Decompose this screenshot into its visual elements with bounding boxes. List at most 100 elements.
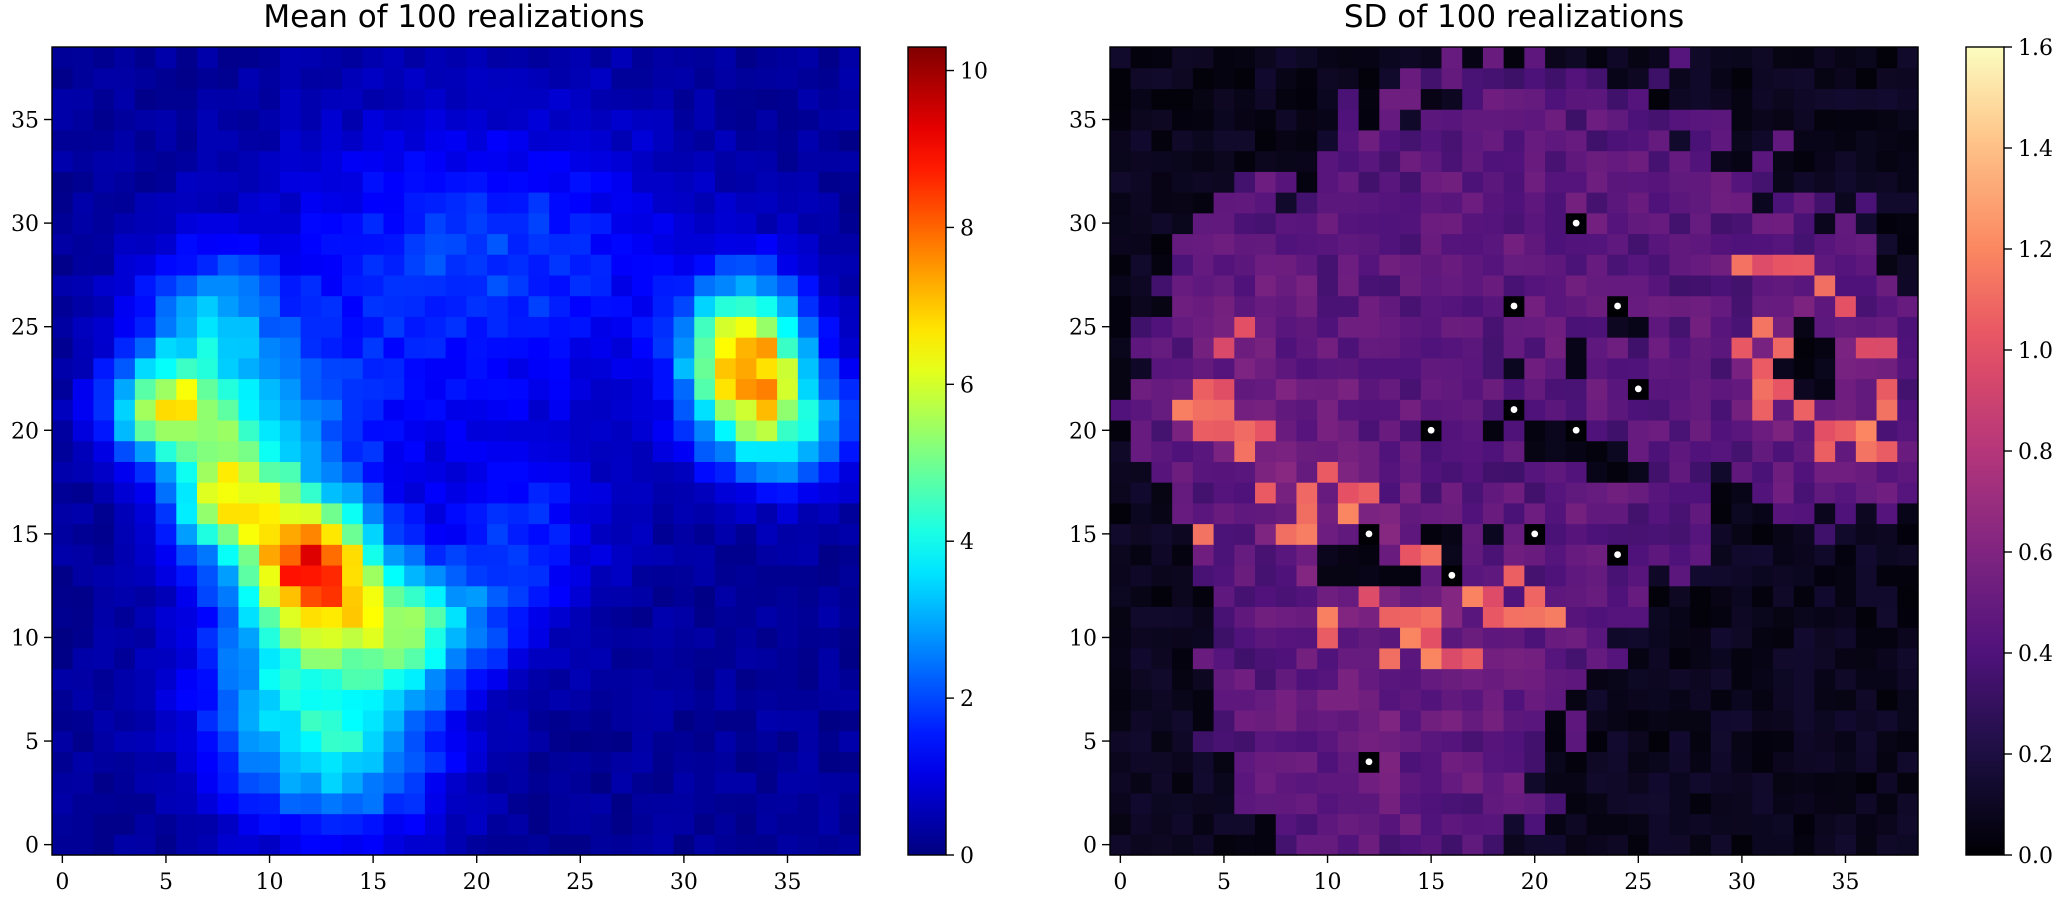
heatmap-cell bbox=[797, 295, 820, 317]
heatmap-cell bbox=[1337, 751, 1360, 773]
heatmap-cell bbox=[1213, 233, 1235, 255]
heatmap-cell bbox=[1690, 419, 1712, 442]
heatmap-cell bbox=[1627, 544, 1650, 566]
heatmap-cell bbox=[1317, 585, 1339, 607]
heatmap-cell bbox=[1772, 399, 1795, 421]
heatmap-cell bbox=[52, 192, 74, 214]
heatmap-cell bbox=[1172, 585, 1194, 607]
heatmap-cell bbox=[1876, 523, 1898, 545]
heatmap-cell bbox=[549, 502, 571, 525]
heatmap-cell bbox=[1462, 751, 1484, 773]
heatmap-cell bbox=[1192, 709, 1215, 732]
heatmap-cell bbox=[818, 606, 840, 628]
heatmap-cell bbox=[1648, 295, 1670, 317]
heatmap-cell bbox=[673, 482, 695, 504]
heatmap-cell bbox=[321, 502, 343, 525]
heatmap-cell bbox=[176, 502, 198, 525]
heatmap-cell bbox=[590, 523, 612, 545]
heatmap-cell bbox=[1793, 772, 1816, 794]
heatmap-cell bbox=[1110, 502, 1132, 525]
heatmap-cell bbox=[818, 564, 840, 587]
heatmap-cell bbox=[1545, 544, 1567, 566]
station-marker bbox=[1572, 426, 1580, 434]
heatmap-cell bbox=[1772, 564, 1795, 587]
heatmap-cell bbox=[321, 171, 343, 193]
heatmap-cell bbox=[1358, 502, 1380, 525]
heatmap-cell bbox=[93, 337, 115, 359]
heatmap-cell bbox=[756, 316, 778, 338]
heatmap-cell bbox=[1731, 337, 1753, 359]
heatmap-cell bbox=[404, 647, 426, 670]
heatmap-cell bbox=[1130, 88, 1153, 110]
heatmap-cell bbox=[487, 834, 509, 856]
heatmap-cell bbox=[238, 709, 260, 732]
heatmap-cell bbox=[1855, 523, 1878, 545]
heatmap-cell bbox=[777, 419, 799, 442]
heatmap-cell bbox=[300, 482, 322, 504]
heatmap-cell bbox=[445, 461, 467, 483]
heatmap-cell bbox=[1835, 502, 1857, 525]
heatmap-cell bbox=[652, 129, 675, 152]
heatmap-cell bbox=[1400, 792, 1422, 815]
heatmap-cell bbox=[632, 337, 654, 359]
heatmap-cell bbox=[1627, 502, 1650, 525]
heatmap-cell bbox=[1835, 564, 1857, 587]
heatmap-cell bbox=[362, 47, 385, 69]
heatmap-cell bbox=[735, 378, 758, 400]
heatmap-cell bbox=[321, 47, 343, 69]
heatmap-cell bbox=[1482, 772, 1505, 794]
heatmap-cell bbox=[528, 274, 550, 297]
mean-x-axis: 0 5 10 15 20 25 30 35 bbox=[55, 855, 801, 895]
heatmap-cell bbox=[424, 502, 447, 525]
heatmap-cell bbox=[300, 834, 322, 856]
heatmap-cell bbox=[1565, 440, 1588, 462]
heatmap-cell bbox=[1835, 274, 1857, 297]
heatmap-cell bbox=[1731, 668, 1753, 690]
heatmap-cell bbox=[1607, 109, 1629, 131]
heatmap-cell bbox=[1669, 585, 1691, 607]
heatmap-cell bbox=[1400, 689, 1422, 711]
heatmap-cell bbox=[611, 606, 633, 628]
heatmap-cell bbox=[321, 129, 343, 152]
heatmap-cell bbox=[404, 585, 426, 607]
heatmap-cell bbox=[1172, 47, 1194, 69]
heatmap-cell bbox=[1897, 751, 1919, 773]
heatmap-cell bbox=[134, 440, 157, 462]
heatmap-cell bbox=[238, 813, 260, 835]
heatmap-cell bbox=[217, 689, 240, 711]
heatmap-cell bbox=[1255, 544, 1277, 566]
heatmap-cell bbox=[632, 606, 654, 628]
x-tick-label: 35 bbox=[1831, 870, 1859, 895]
heatmap-cell bbox=[1275, 274, 1298, 297]
heatmap-cell bbox=[549, 689, 571, 711]
heatmap-cell bbox=[424, 627, 447, 649]
heatmap-cell bbox=[1607, 482, 1629, 504]
heatmap-cell bbox=[528, 709, 550, 732]
heatmap-cell bbox=[1607, 274, 1629, 297]
heatmap-cell bbox=[507, 792, 530, 815]
heatmap-cell bbox=[1358, 709, 1380, 732]
heatmap-cell bbox=[1462, 212, 1484, 235]
heatmap-cell bbox=[694, 295, 716, 317]
heatmap-cell bbox=[1192, 419, 1215, 442]
heatmap-cell bbox=[259, 233, 281, 255]
heatmap-cell bbox=[1752, 523, 1774, 545]
heatmap-cell bbox=[735, 627, 758, 649]
heatmap-cell bbox=[777, 47, 799, 69]
heatmap-cell bbox=[197, 254, 219, 276]
heatmap-cell bbox=[797, 192, 820, 214]
heatmap-cell bbox=[155, 606, 177, 628]
heatmap-cell bbox=[507, 295, 530, 317]
heatmap-cell bbox=[424, 47, 447, 69]
heatmap-cell bbox=[1379, 109, 1401, 131]
heatmap-cell bbox=[1503, 461, 1525, 483]
heatmap-cell bbox=[404, 461, 426, 483]
heatmap-cell bbox=[1441, 88, 1463, 110]
heatmap-cell bbox=[714, 461, 737, 483]
heatmap-cell bbox=[52, 751, 74, 773]
heatmap-cell bbox=[1275, 399, 1298, 421]
heatmap-cell bbox=[652, 399, 675, 421]
heatmap-cell bbox=[507, 523, 530, 545]
heatmap-cell bbox=[839, 129, 861, 152]
heatmap-cell bbox=[507, 233, 530, 255]
